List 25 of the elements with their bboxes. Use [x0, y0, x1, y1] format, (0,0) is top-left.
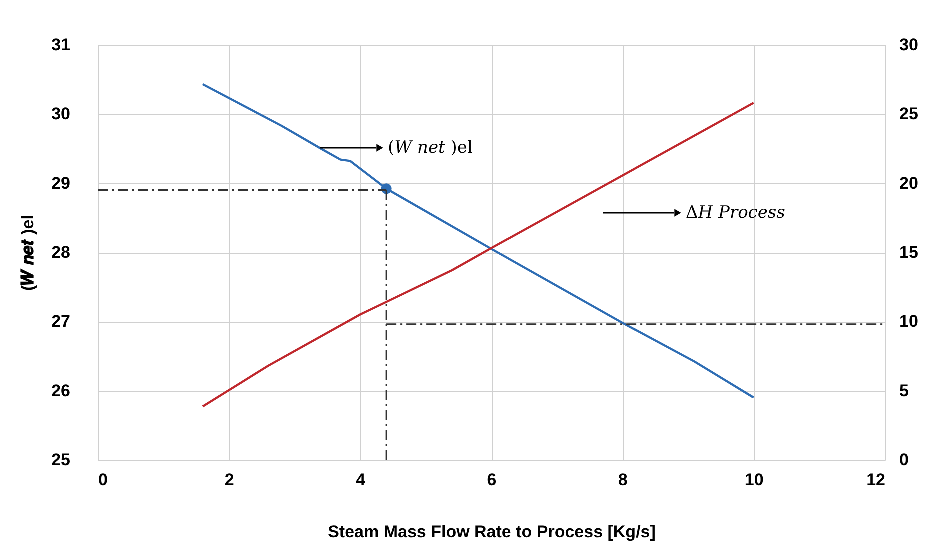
x-tick-label: 10	[744, 470, 764, 490]
x-tick-label: 8	[618, 470, 628, 490]
y-tick-label: 31	[52, 36, 70, 54]
y2-tick-label: 20	[900, 174, 918, 193]
x-tick-label: 0	[98, 470, 108, 490]
y-tick-label: 30	[52, 104, 70, 124]
x-tick-label: 4	[356, 470, 366, 490]
x-tick-label: 6	[487, 470, 497, 490]
y-tick-label: 29	[52, 174, 70, 193]
x-tick-label: 12	[866, 470, 886, 490]
y-tick-label: 26	[52, 381, 70, 400]
y-axis-title: (𝑾 𝒏𝒆𝒕 )el	[18, 215, 38, 291]
y-tick-label: 28	[52, 243, 70, 262]
annotation: Δ𝐻 𝑃𝑟𝑜𝑐𝑒𝑠𝑠	[686, 203, 786, 223]
x-axis-title: Steam Mass Flow Rate to Process [Kg/s]	[328, 522, 656, 542]
y2-tick-label: 5	[900, 381, 909, 400]
annotation: (𝑊 𝑛𝑒𝑡 )el	[388, 138, 473, 158]
x-tick-label: 2	[224, 470, 234, 490]
y2-tick-label: 0	[900, 450, 909, 470]
y2-tick-label: 25	[900, 104, 918, 124]
y2-tick-label: 10	[900, 312, 918, 332]
y2-tick-label: 30	[900, 36, 918, 54]
y-tick-label: 25	[52, 450, 70, 470]
y2-tick-label: 15	[900, 243, 918, 262]
y-tick-label: 27	[52, 312, 70, 332]
